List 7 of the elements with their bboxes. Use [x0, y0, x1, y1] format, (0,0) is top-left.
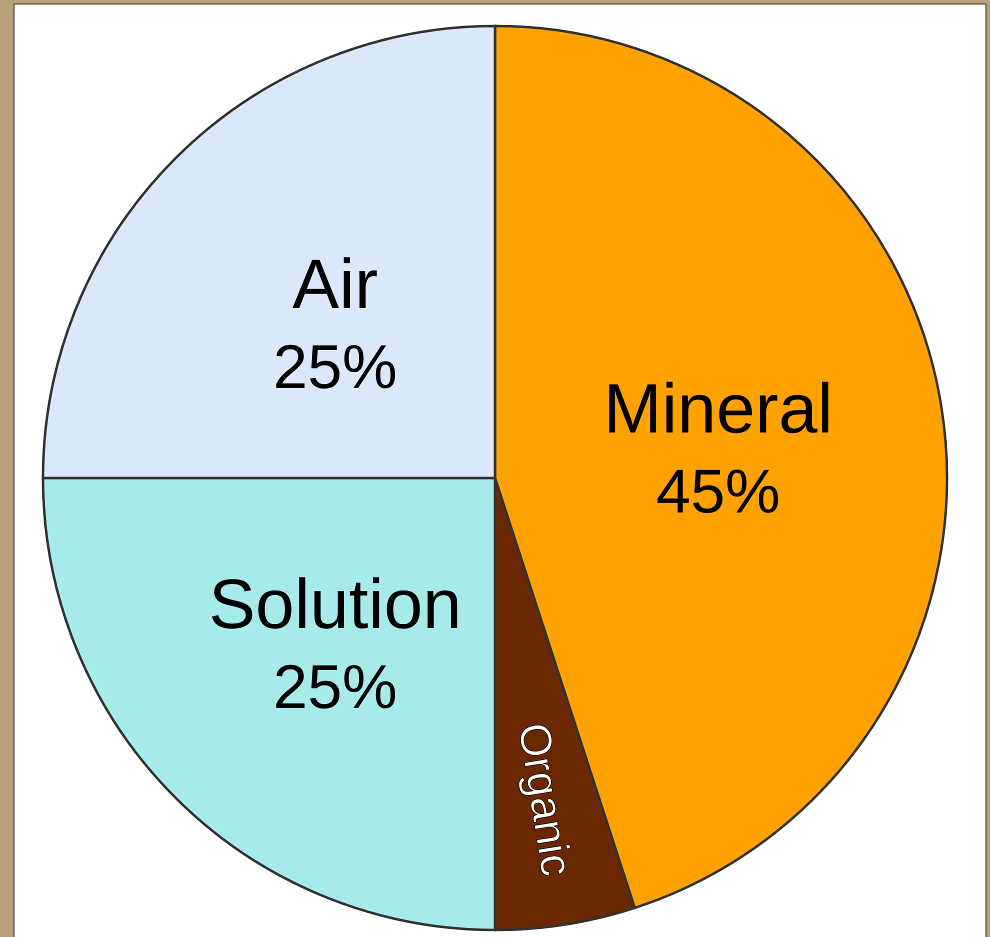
data-label: 45% [656, 458, 780, 527]
slice-label: Solution [208, 564, 462, 643]
data-label: 25% [273, 652, 398, 722]
data-label: 25% [273, 333, 398, 402]
slice-label: Mineral [603, 370, 833, 448]
slice-label: Organic [508, 720, 582, 880]
slice-label: Air [292, 245, 378, 324]
